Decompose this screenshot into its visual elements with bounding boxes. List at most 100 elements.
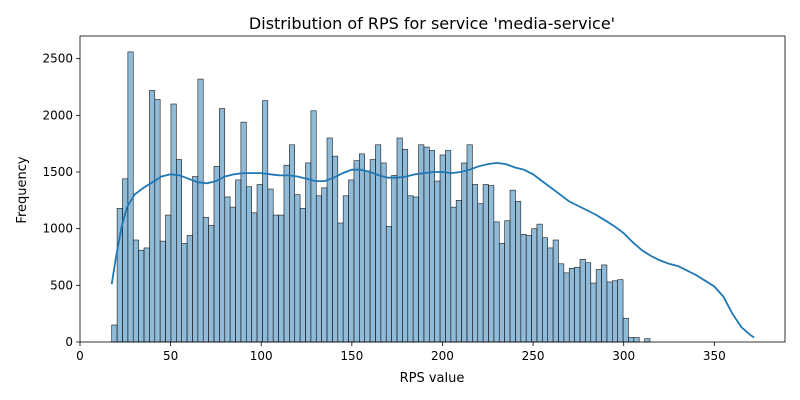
- histogram-bar: [219, 108, 226, 343]
- x-tick-label: 250: [522, 349, 545, 363]
- x-axis-label: RPS value: [400, 371, 465, 386]
- histogram-bar: [558, 263, 565, 343]
- histogram-bar: [477, 203, 484, 343]
- histogram-bar: [192, 176, 199, 343]
- histogram-bar: [240, 121, 247, 343]
- histogram-bar: [542, 237, 549, 343]
- y-tick-label: 500: [50, 278, 73, 292]
- histogram-bar: [428, 150, 435, 343]
- x-tick-label: 150: [340, 349, 363, 363]
- histogram-bar: [245, 186, 252, 343]
- histogram-bar: [202, 217, 209, 343]
- y-tick-label: 2500: [42, 52, 73, 66]
- histogram-bar: [299, 207, 306, 343]
- histogram-bar: [396, 137, 403, 343]
- histogram-bar: [332, 155, 339, 343]
- histogram-bar: [412, 196, 419, 343]
- chart-title: Distribution of RPS for service 'media-s…: [249, 14, 615, 33]
- histogram-bar: [439, 154, 446, 343]
- histogram-bar: [208, 224, 215, 343]
- histogram-bar: [407, 195, 414, 343]
- histogram-bar: [536, 223, 543, 343]
- histogram-bar: [606, 281, 613, 343]
- histogram-bar: [122, 178, 129, 343]
- histogram-bar: [111, 324, 118, 343]
- histogram-bar: [568, 268, 575, 343]
- histogram-bar: [315, 195, 322, 343]
- histogram-bar: [423, 146, 430, 343]
- histogram-bar: [380, 162, 387, 343]
- histogram-bar: [165, 214, 172, 343]
- histogram-bar: [159, 240, 166, 343]
- x-tick-label: 200: [431, 349, 454, 363]
- histogram-bar: [644, 338, 651, 343]
- histogram-bar: [235, 179, 242, 343]
- histogram-bar: [359, 153, 366, 343]
- histogram-bar: [525, 235, 532, 343]
- x-tick-label: 100: [250, 349, 273, 363]
- histogram-bars: [111, 51, 651, 343]
- histogram-bar: [493, 221, 500, 343]
- histogram-bar: [601, 264, 608, 343]
- histogram-bar: [531, 228, 538, 343]
- y-tick-label: 1500: [42, 165, 73, 179]
- histogram-bar: [186, 235, 193, 343]
- histogram-bar: [402, 149, 409, 343]
- histogram-bar: [289, 144, 296, 343]
- histogram-bar: [251, 212, 258, 343]
- plot-frame: [79, 35, 786, 343]
- histogram-bar: [622, 317, 629, 343]
- x-tick-label: 300: [612, 349, 635, 363]
- y-tick-label: 0: [65, 335, 73, 349]
- histogram-bar: [520, 234, 527, 343]
- histogram-bar: [348, 179, 355, 343]
- y-axis-ticks: 0 500 1000 1500 2000 2500: [42, 52, 80, 349]
- histogram-bar: [143, 247, 150, 343]
- histogram-bar: [450, 206, 457, 343]
- histogram-bar: [633, 337, 640, 343]
- histogram-bar: [563, 272, 570, 343]
- histogram-bar: [256, 184, 263, 343]
- histogram-bar: [461, 162, 468, 343]
- histogram-bar: [628, 337, 635, 343]
- histogram-bar: [326, 137, 333, 343]
- histogram-bar: [283, 164, 290, 343]
- histogram-bar: [305, 162, 312, 343]
- histogram-bar: [515, 201, 522, 343]
- histogram-bar: [552, 239, 559, 343]
- histogram-bar: [342, 195, 349, 343]
- x-axis-ticks: 0 50 100 150 200 250 300 350: [76, 342, 726, 363]
- histogram-bar: [579, 258, 586, 343]
- histogram-bar: [488, 185, 495, 343]
- histogram-bar: [154, 99, 161, 343]
- histogram-bar: [181, 243, 188, 343]
- y-tick-label: 1000: [42, 222, 73, 236]
- histogram-bar: [369, 159, 376, 343]
- y-axis-label: Frequency: [15, 156, 30, 223]
- kde-curve: [110, 161, 755, 339]
- histogram-bar: [294, 194, 301, 343]
- histogram-bar: [310, 110, 317, 343]
- x-tick-label: 0: [76, 349, 84, 363]
- histogram-bar: [385, 226, 392, 343]
- histogram-bar: [547, 247, 554, 343]
- histogram-bar: [353, 160, 360, 343]
- histogram-bar: [149, 90, 156, 343]
- histogram-bar: [482, 184, 489, 343]
- histogram-bar: [267, 188, 274, 343]
- histogram-bar: [595, 269, 602, 343]
- histogram-bar: [321, 187, 328, 343]
- histogram-bar: [574, 266, 581, 343]
- histogram-bar: [170, 103, 177, 343]
- histogram-bar: [455, 200, 462, 343]
- histogram-bar: [197, 78, 204, 343]
- x-tick-label: 50: [163, 349, 178, 363]
- histogram-bar: [229, 206, 236, 343]
- histogram-bar: [364, 170, 371, 343]
- histogram-bar: [445, 150, 452, 343]
- histogram-bar: [132, 239, 139, 343]
- histogram-bar: [498, 243, 505, 343]
- histogram-bar: [278, 214, 285, 343]
- x-tick-label: 350: [703, 349, 726, 363]
